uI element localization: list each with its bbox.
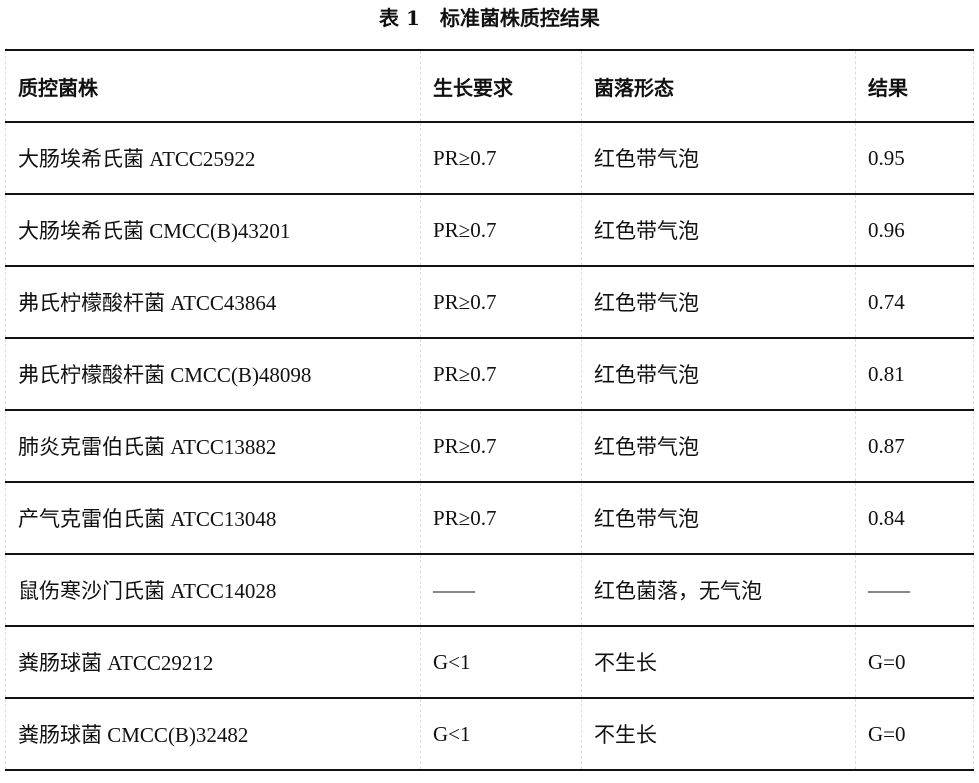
table-row: 弗氏柠檬酸杆菌 CMCC(B)48098 PR≥0.7 红色带气泡 0.81	[5, 337, 974, 411]
cell-result: G=0	[855, 625, 974, 699]
table-row: 产气克雷伯氏菌 ATCC13048 PR≥0.7 红色带气泡 0.84	[5, 481, 974, 555]
cell-growth-requirement: PR≥0.7	[420, 193, 582, 267]
cell-result: 0.87	[855, 409, 974, 483]
cell-strain: 弗氏柠檬酸杆菌 ATCC43864	[5, 265, 421, 339]
table-row: 肺炎克雷伯氏菌 ATCC13882 PR≥0.7 红色带气泡 0.87	[5, 409, 974, 483]
cell-growth-requirement: PR≥0.7	[420, 121, 582, 195]
cell-strain: 大肠埃希氏菌 CMCC(B)43201	[5, 193, 421, 267]
cell-growth-requirement: G<1	[420, 625, 582, 699]
cell-strain: 大肠埃希氏菌 ATCC25922	[5, 121, 421, 195]
cell-colony-morphology: 红色带气泡	[581, 337, 856, 411]
cell-strain: 弗氏柠檬酸杆菌 CMCC(B)48098	[5, 337, 421, 411]
table-row: 弗氏柠檬酸杆菌 ATCC43864 PR≥0.7 红色带气泡 0.74	[5, 265, 974, 339]
cell-result: 0.84	[855, 481, 974, 555]
cell-result: G=0	[855, 697, 974, 771]
cell-growth-requirement: PR≥0.7	[420, 265, 582, 339]
cell-colony-morphology: 红色菌落，无气泡	[581, 553, 856, 627]
cell-colony-morphology: 红色带气泡	[581, 121, 856, 195]
header-strain: 质控菌株	[5, 49, 421, 123]
cell-colony-morphology: 不生长	[581, 625, 856, 699]
table-row: 大肠埃希氏菌 CMCC(B)43201 PR≥0.7 红色带气泡 0.96	[5, 193, 974, 267]
cell-growth-requirement: G<1	[420, 697, 582, 771]
table-row: 粪肠球菌 ATCC29212 G<1 不生长 G=0	[5, 625, 974, 699]
header-result: 结果	[855, 49, 974, 123]
cell-result: 0.95	[855, 121, 974, 195]
cell-colony-morphology: 红色带气泡	[581, 481, 856, 555]
cell-strain: 肺炎克雷伯氏菌 ATCC13882	[5, 409, 421, 483]
cell-strain: 产气克雷伯氏菌 ATCC13048	[5, 481, 421, 555]
table-title: 表 1 标准菌株质控结果	[379, 6, 600, 30]
cell-colony-morphology: 红色带气泡	[581, 265, 856, 339]
cell-colony-morphology: 红色带气泡	[581, 409, 856, 483]
table-row: 粪肠球菌 CMCC(B)32482 G<1 不生长 G=0	[5, 697, 974, 771]
quality-control-table: 质控菌株 生长要求 菌落形态 结果 大肠埃希氏菌 ATCC25922 PR≥0.7…	[5, 49, 974, 771]
cell-strain: 鼠伤寒沙门氏菌 ATCC14028	[5, 553, 421, 627]
header-growth-requirement: 生长要求	[420, 49, 582, 123]
cell-result: 0.74	[855, 265, 974, 339]
cell-growth-requirement: PR≥0.7	[420, 337, 582, 411]
cell-colony-morphology: 不生长	[581, 697, 856, 771]
header-colony-morphology: 菌落形态	[581, 49, 856, 123]
cell-growth-requirement: PR≥0.7	[420, 481, 582, 555]
table-row: 鼠伤寒沙门氏菌 ATCC14028 —— 红色菌落，无气泡 ——	[5, 553, 974, 627]
cell-growth-requirement: ——	[420, 553, 582, 627]
cell-growth-requirement: PR≥0.7	[420, 409, 582, 483]
cell-result: ——	[855, 553, 974, 627]
cell-strain: 粪肠球菌 ATCC29212	[5, 625, 421, 699]
table-header-row: 质控菌株 生长要求 菌落形态 结果	[5, 49, 974, 123]
cell-colony-morphology: 红色带气泡	[581, 193, 856, 267]
cell-strain: 粪肠球菌 CMCC(B)32482	[5, 697, 421, 771]
cell-result: 0.96	[855, 193, 974, 267]
cell-result: 0.81	[855, 337, 974, 411]
table-row: 大肠埃希氏菌 ATCC25922 PR≥0.7 红色带气泡 0.95	[5, 121, 974, 195]
